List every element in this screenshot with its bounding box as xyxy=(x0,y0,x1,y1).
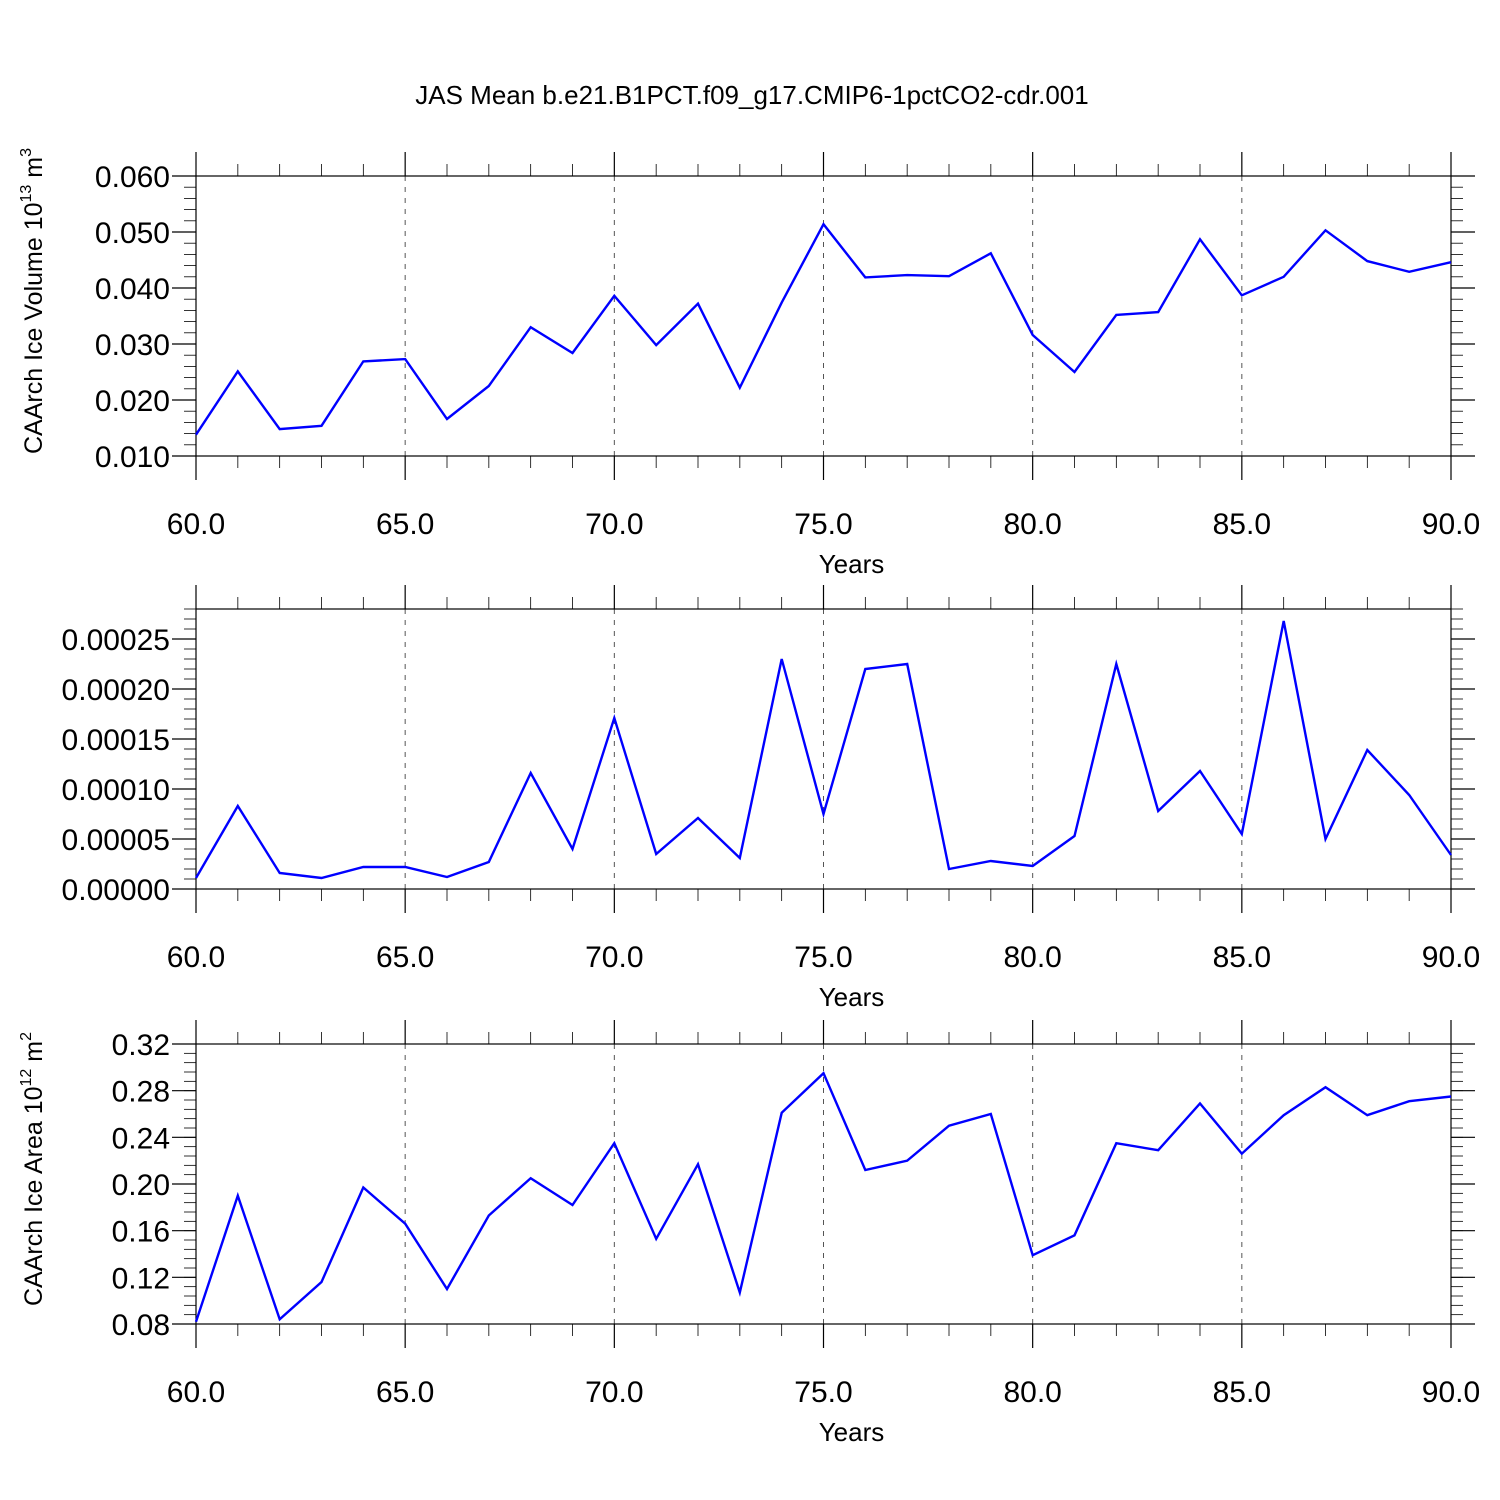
x-tick-label: 75.0 xyxy=(794,508,852,541)
y-tick-label: 0.010 xyxy=(95,441,170,474)
x-tick-label: 60.0 xyxy=(167,508,225,541)
y-axis-label-text: m xyxy=(20,1041,48,1069)
y-tick-label: 0.030 xyxy=(95,329,170,362)
y-tick-label: 0.060 xyxy=(95,161,170,194)
y-tick-label: 0.050 xyxy=(95,217,170,250)
y-axis-label-text: CAArch Ice Area 10 xyxy=(20,1086,48,1306)
x-tick-label: 90.0 xyxy=(1422,941,1480,974)
y-tick-label: 0.00010 xyxy=(62,774,170,807)
y-axis-label-text: CAArch Ice Volume 10 xyxy=(20,202,48,454)
y-tick-label: 0.16 xyxy=(112,1216,170,1249)
y-tick-label: 0.28 xyxy=(112,1076,170,1109)
x-tick-label: 60.0 xyxy=(167,1376,225,1409)
chart-panel-3: 0.08 0.12 0.16 0.20 0.24 0.28 0.32 60.0 65.0 70.0… xyxy=(18,1020,1480,1447)
x-axis-label: Years xyxy=(819,1417,885,1447)
x-tick-label: 70.0 xyxy=(585,508,643,541)
y-tick-label: 0.08 xyxy=(112,1309,170,1342)
series-line xyxy=(194,1071,1452,1323)
y-tick-label: 0.00025 xyxy=(62,624,170,657)
chart-title: JAS Mean b.e21.B1PCT.f09_g17.CMIP6-1pctC… xyxy=(415,80,1088,110)
x-tick-label: 90.0 xyxy=(1422,1376,1480,1409)
x-axis-label: Years xyxy=(819,549,885,579)
x-tick-label: 70.0 xyxy=(585,1376,643,1409)
series-line xyxy=(194,620,1452,880)
x-tick-label: 80.0 xyxy=(1003,1376,1061,1409)
y-axis-label-superscript: 3 xyxy=(18,148,35,157)
x-tick-label: 80.0 xyxy=(1003,941,1061,974)
x-axis-label: Years xyxy=(819,982,885,1012)
chart-panel-2: 0.00000 0.00005 0.00010 0.00015 0.00020 0.000… xyxy=(62,585,1480,1012)
y-tick-label: 0.040 xyxy=(95,273,170,306)
x-tick-label: 65.0 xyxy=(376,508,434,541)
y-tick-label: 0.20 xyxy=(112,1169,170,1202)
x-tick-label: 65.0 xyxy=(376,1376,434,1409)
x-tick-label: 80.0 xyxy=(1003,508,1061,541)
x-tick-label: 60.0 xyxy=(167,941,225,974)
plot-frame xyxy=(195,1043,1452,1325)
x-tick-label: 65.0 xyxy=(376,941,434,974)
y-axis-label-superscript: 2 xyxy=(18,1032,35,1041)
y-tick-label: 0.00015 xyxy=(62,724,170,757)
x-tick-label: 85.0 xyxy=(1213,508,1271,541)
y-tick-label: 0.020 xyxy=(95,385,170,418)
y-tick-label: 0.00005 xyxy=(62,824,170,857)
y-axis-label-superscript: 12 xyxy=(18,1069,35,1087)
y-axis-label-text: m xyxy=(20,157,48,185)
plot-frame xyxy=(195,608,1452,890)
y-tick-label: 0.12 xyxy=(112,1262,170,1295)
chart-panel-1: 0.010 0.020 0.030 0.040 0.050 0.060 60.0 65.0 70… xyxy=(18,148,1480,579)
y-tick-label: 0.32 xyxy=(112,1029,170,1062)
y-tick-label: 0.00000 xyxy=(62,874,170,907)
x-tick-label: 85.0 xyxy=(1213,941,1271,974)
x-tick-label: 90.0 xyxy=(1422,508,1480,541)
y-axis-label-superscript: 13 xyxy=(18,185,35,203)
y-tick-label: 0.00020 xyxy=(62,674,170,707)
x-tick-label: 75.0 xyxy=(794,1376,852,1409)
x-tick-label: 70.0 xyxy=(585,941,643,974)
x-tick-label: 85.0 xyxy=(1213,1376,1271,1409)
y-axis-label: CAArch Ice Volume 1013 m3 xyxy=(18,148,48,454)
x-tick-label: 75.0 xyxy=(794,941,852,974)
series-line xyxy=(194,222,1452,436)
plot-frame xyxy=(195,175,1452,457)
y-axis-label: CAArch Ice Area 1012 m2 xyxy=(18,1032,48,1306)
y-tick-label: 0.24 xyxy=(112,1122,170,1155)
